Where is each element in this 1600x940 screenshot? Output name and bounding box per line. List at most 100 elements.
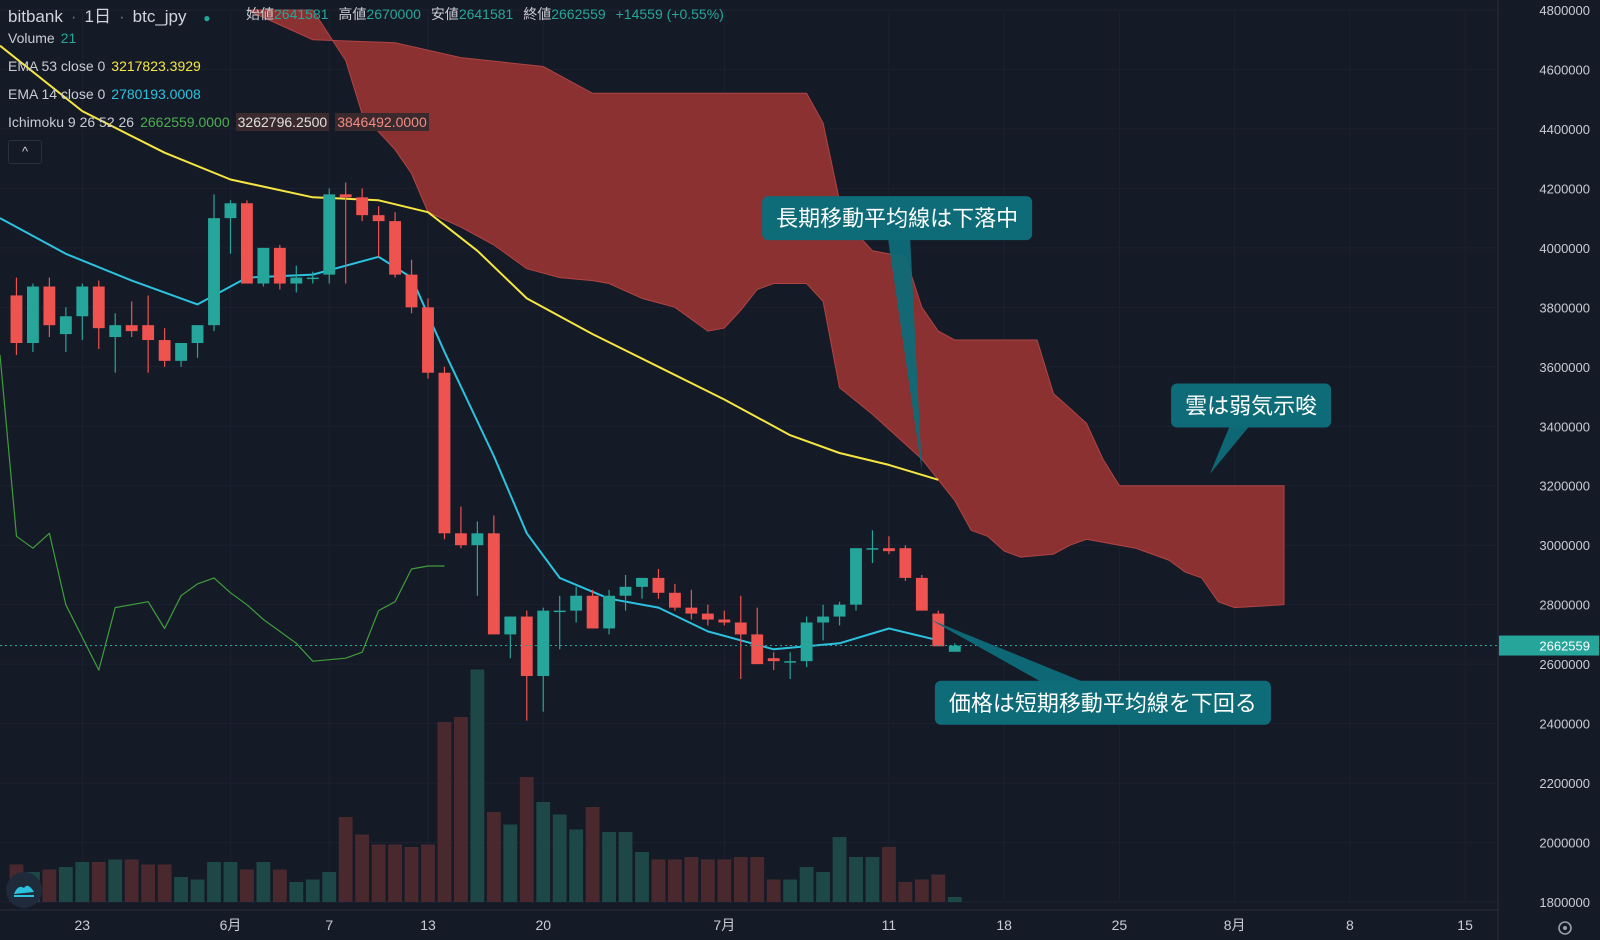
candle[interactable] xyxy=(915,574,928,611)
candle[interactable] xyxy=(504,616,517,659)
legend-ema53[interactable]: EMA 53 close 0 3217823.3929 xyxy=(8,58,207,74)
candle[interactable] xyxy=(26,283,39,352)
candle[interactable] xyxy=(767,652,780,671)
y-tick-label: 2000000 xyxy=(1539,836,1590,851)
candle[interactable] xyxy=(570,586,583,623)
candle[interactable] xyxy=(751,607,764,665)
candle[interactable] xyxy=(59,307,72,352)
volume-bar xyxy=(914,879,929,902)
candle[interactable] xyxy=(685,589,698,620)
legend-ema14[interactable]: EMA 14 close 0 2780193.0008 xyxy=(8,86,207,102)
candle[interactable] xyxy=(92,280,105,349)
candle-body xyxy=(685,607,698,614)
candle[interactable] xyxy=(701,604,714,626)
candle[interactable] xyxy=(240,200,253,284)
change-value: +14559 (+0.55%) xyxy=(615,6,724,22)
candle[interactable] xyxy=(833,601,846,626)
candle[interactable] xyxy=(224,200,237,254)
candle[interactable] xyxy=(290,265,303,293)
annotation-callout: 長期移動平均線は下落中 xyxy=(762,196,1033,471)
lagging-span-line xyxy=(0,354,445,671)
candle[interactable] xyxy=(142,295,155,373)
legend-ichimoku[interactable]: Ichimoku 9 26 52 26 2662559.0000 3262796.2… xyxy=(8,113,435,131)
candle[interactable] xyxy=(454,506,467,549)
candle-body xyxy=(43,286,56,326)
candle[interactable] xyxy=(191,325,204,358)
candle-body xyxy=(718,619,731,623)
candle[interactable] xyxy=(603,589,616,635)
candle[interactable] xyxy=(372,206,385,257)
candle[interactable] xyxy=(438,366,451,540)
volume-bar xyxy=(947,897,962,902)
candle-body xyxy=(224,203,237,219)
candle-body xyxy=(372,215,385,222)
callout-text: 長期移動平均線は下落中 xyxy=(776,207,1018,232)
volume-bar xyxy=(404,847,419,902)
candle[interactable] xyxy=(405,259,418,314)
candle[interactable] xyxy=(257,247,270,287)
candle[interactable] xyxy=(817,604,830,641)
candle[interactable] xyxy=(899,545,912,581)
candle[interactable] xyxy=(636,577,648,599)
candle[interactable] xyxy=(208,194,220,332)
candle[interactable] xyxy=(784,652,797,679)
candle[interactable] xyxy=(619,574,632,611)
candle-body xyxy=(273,247,286,284)
candle[interactable] xyxy=(273,244,286,290)
collapse-legend-button[interactable]: ^ xyxy=(8,140,42,164)
candle[interactable] xyxy=(43,277,56,338)
volume-bar xyxy=(700,859,715,902)
candle[interactable] xyxy=(537,607,550,712)
candle[interactable] xyxy=(734,595,747,679)
candle[interactable] xyxy=(866,530,879,564)
y-tick-label: 4600000 xyxy=(1539,62,1590,77)
settings-gear-icon[interactable] xyxy=(1558,921,1572,935)
candle[interactable] xyxy=(109,313,122,373)
candle[interactable] xyxy=(158,328,171,367)
interval-label[interactable]: 1日 xyxy=(84,7,111,26)
candle[interactable] xyxy=(389,212,402,278)
candle-body xyxy=(356,197,369,216)
candle[interactable] xyxy=(882,536,895,555)
candle[interactable] xyxy=(339,182,352,284)
legend-volume[interactable]: Volume 21 xyxy=(8,30,82,46)
volume-bar xyxy=(289,882,304,902)
candle[interactable] xyxy=(553,595,566,650)
candle[interactable] xyxy=(125,301,138,338)
candle[interactable] xyxy=(520,610,533,721)
candle-body xyxy=(866,548,879,550)
candle[interactable] xyxy=(76,283,89,341)
candle-body xyxy=(257,247,270,284)
candle[interactable] xyxy=(718,610,731,626)
candle[interactable] xyxy=(800,616,813,668)
candle-body xyxy=(59,316,72,335)
candle[interactable] xyxy=(306,271,319,284)
candle[interactable] xyxy=(10,277,23,355)
volume-bar xyxy=(371,844,386,902)
volume-bar xyxy=(272,869,287,902)
candle[interactable] xyxy=(932,610,945,647)
candle[interactable] xyxy=(652,568,665,599)
candle-body xyxy=(405,274,418,308)
candle[interactable] xyxy=(668,583,681,611)
symbol-label[interactable]: btc_jpy xyxy=(132,7,187,26)
volume-bar xyxy=(322,872,337,902)
candle[interactable] xyxy=(422,298,434,379)
exchange-name: bitbank xyxy=(8,7,63,26)
candle[interactable] xyxy=(487,515,500,635)
candle[interactable] xyxy=(850,548,862,611)
candle[interactable] xyxy=(323,188,336,284)
candle[interactable] xyxy=(471,521,484,596)
candlesticks[interactable] xyxy=(10,182,961,721)
candle[interactable] xyxy=(356,188,369,222)
candle[interactable] xyxy=(175,343,188,367)
candle[interactable] xyxy=(586,589,599,629)
candle-body xyxy=(290,277,303,284)
volume-bar xyxy=(256,862,271,902)
volume-bar xyxy=(750,857,765,902)
volume-bar xyxy=(536,802,551,902)
candle[interactable] xyxy=(948,643,961,652)
volume-bar xyxy=(519,777,534,902)
